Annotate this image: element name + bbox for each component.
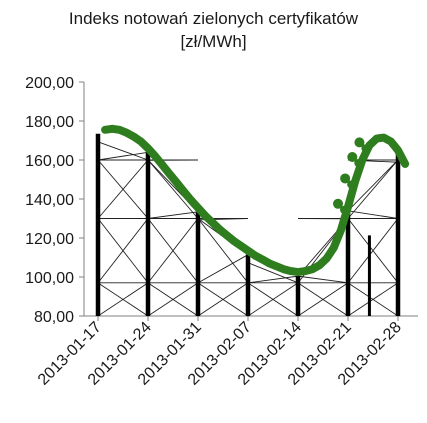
data-point xyxy=(315,261,324,269)
support-brace xyxy=(147,159,199,219)
data-point xyxy=(230,237,238,245)
data-point xyxy=(280,265,288,273)
rider-icon xyxy=(361,144,370,153)
data-point xyxy=(137,137,145,146)
support-brace xyxy=(197,254,249,284)
data-point xyxy=(222,231,231,239)
data-point xyxy=(380,133,388,142)
support-brace xyxy=(347,159,399,212)
coaster-riders xyxy=(333,137,370,214)
data-point xyxy=(308,265,316,273)
support-brace xyxy=(97,141,149,161)
rider-icon xyxy=(347,152,358,162)
coaster-support-structure xyxy=(95,133,401,317)
data-point xyxy=(258,255,266,264)
chart-subtitle-unit: [zł/MWh] xyxy=(180,32,247,51)
support-brace xyxy=(97,218,149,284)
data-point xyxy=(130,133,138,141)
data-point xyxy=(301,267,309,275)
data-point xyxy=(401,160,409,168)
support-brace xyxy=(347,218,399,284)
support-brace xyxy=(347,282,399,317)
support-brace xyxy=(147,218,199,284)
y-tick-label: 140,00 xyxy=(25,192,74,209)
rider-icon xyxy=(354,159,363,167)
data-point xyxy=(115,126,124,134)
y-tick-label: 160,00 xyxy=(25,153,74,170)
y-tick-label: 180,00 xyxy=(25,114,74,131)
support-brace xyxy=(347,210,399,219)
y-tick-label: 100,00 xyxy=(25,270,74,287)
data-point xyxy=(272,262,281,270)
data-point xyxy=(337,226,345,234)
data-point xyxy=(122,129,131,137)
data-point xyxy=(165,170,174,178)
data-point xyxy=(387,137,395,146)
data-point xyxy=(180,187,188,195)
rider-icon xyxy=(333,198,343,209)
y-tick-label: 120,00 xyxy=(25,231,74,248)
y-tick-label: 200,00 xyxy=(25,75,74,92)
y-tick-label: 80,00 xyxy=(34,309,74,326)
rider-icon xyxy=(340,173,351,184)
data-point xyxy=(151,152,159,160)
support-brace xyxy=(197,218,249,284)
support-brace xyxy=(97,282,149,317)
rider-icon xyxy=(354,137,365,148)
data-point xyxy=(144,144,152,152)
support-brace xyxy=(247,262,299,284)
data-point xyxy=(172,178,181,187)
data-point xyxy=(108,125,116,133)
data-point xyxy=(394,146,402,154)
support-brace xyxy=(197,282,249,317)
series-line xyxy=(101,124,410,277)
data-point xyxy=(265,259,274,267)
support-brace xyxy=(147,211,199,219)
rider-icon xyxy=(340,205,348,214)
data-point xyxy=(201,211,209,220)
support-brace xyxy=(247,282,299,317)
support-brace xyxy=(97,151,149,161)
data-point xyxy=(287,267,295,275)
x-tick-labels: 2013-01-172013-01-242013-01-312013-02-07… xyxy=(35,319,405,389)
data-point xyxy=(330,244,338,252)
support-brace xyxy=(347,159,399,219)
data-point xyxy=(372,134,381,143)
data-point xyxy=(294,268,302,276)
data-point xyxy=(244,247,252,255)
axes xyxy=(79,81,418,321)
data-point xyxy=(158,161,166,169)
data-point xyxy=(322,254,331,263)
data-point xyxy=(251,251,259,260)
data-point xyxy=(215,225,224,233)
support-brace xyxy=(247,275,299,284)
data-point xyxy=(194,204,202,212)
y-tick-labels: 80,00 100,00 120,00 140,00 160,00 180,00 200,0… xyxy=(25,75,74,326)
support-brace xyxy=(297,275,349,284)
data-point xyxy=(101,126,109,134)
data-point xyxy=(208,218,216,226)
support-brace xyxy=(97,159,149,219)
support-brace xyxy=(147,282,199,317)
support-brace xyxy=(297,282,349,317)
data-point xyxy=(187,196,195,204)
rider-icon xyxy=(347,180,356,189)
chart-title: Indeks notowań zielonych certyfikatów xyxy=(68,9,359,28)
data-point xyxy=(237,242,245,250)
